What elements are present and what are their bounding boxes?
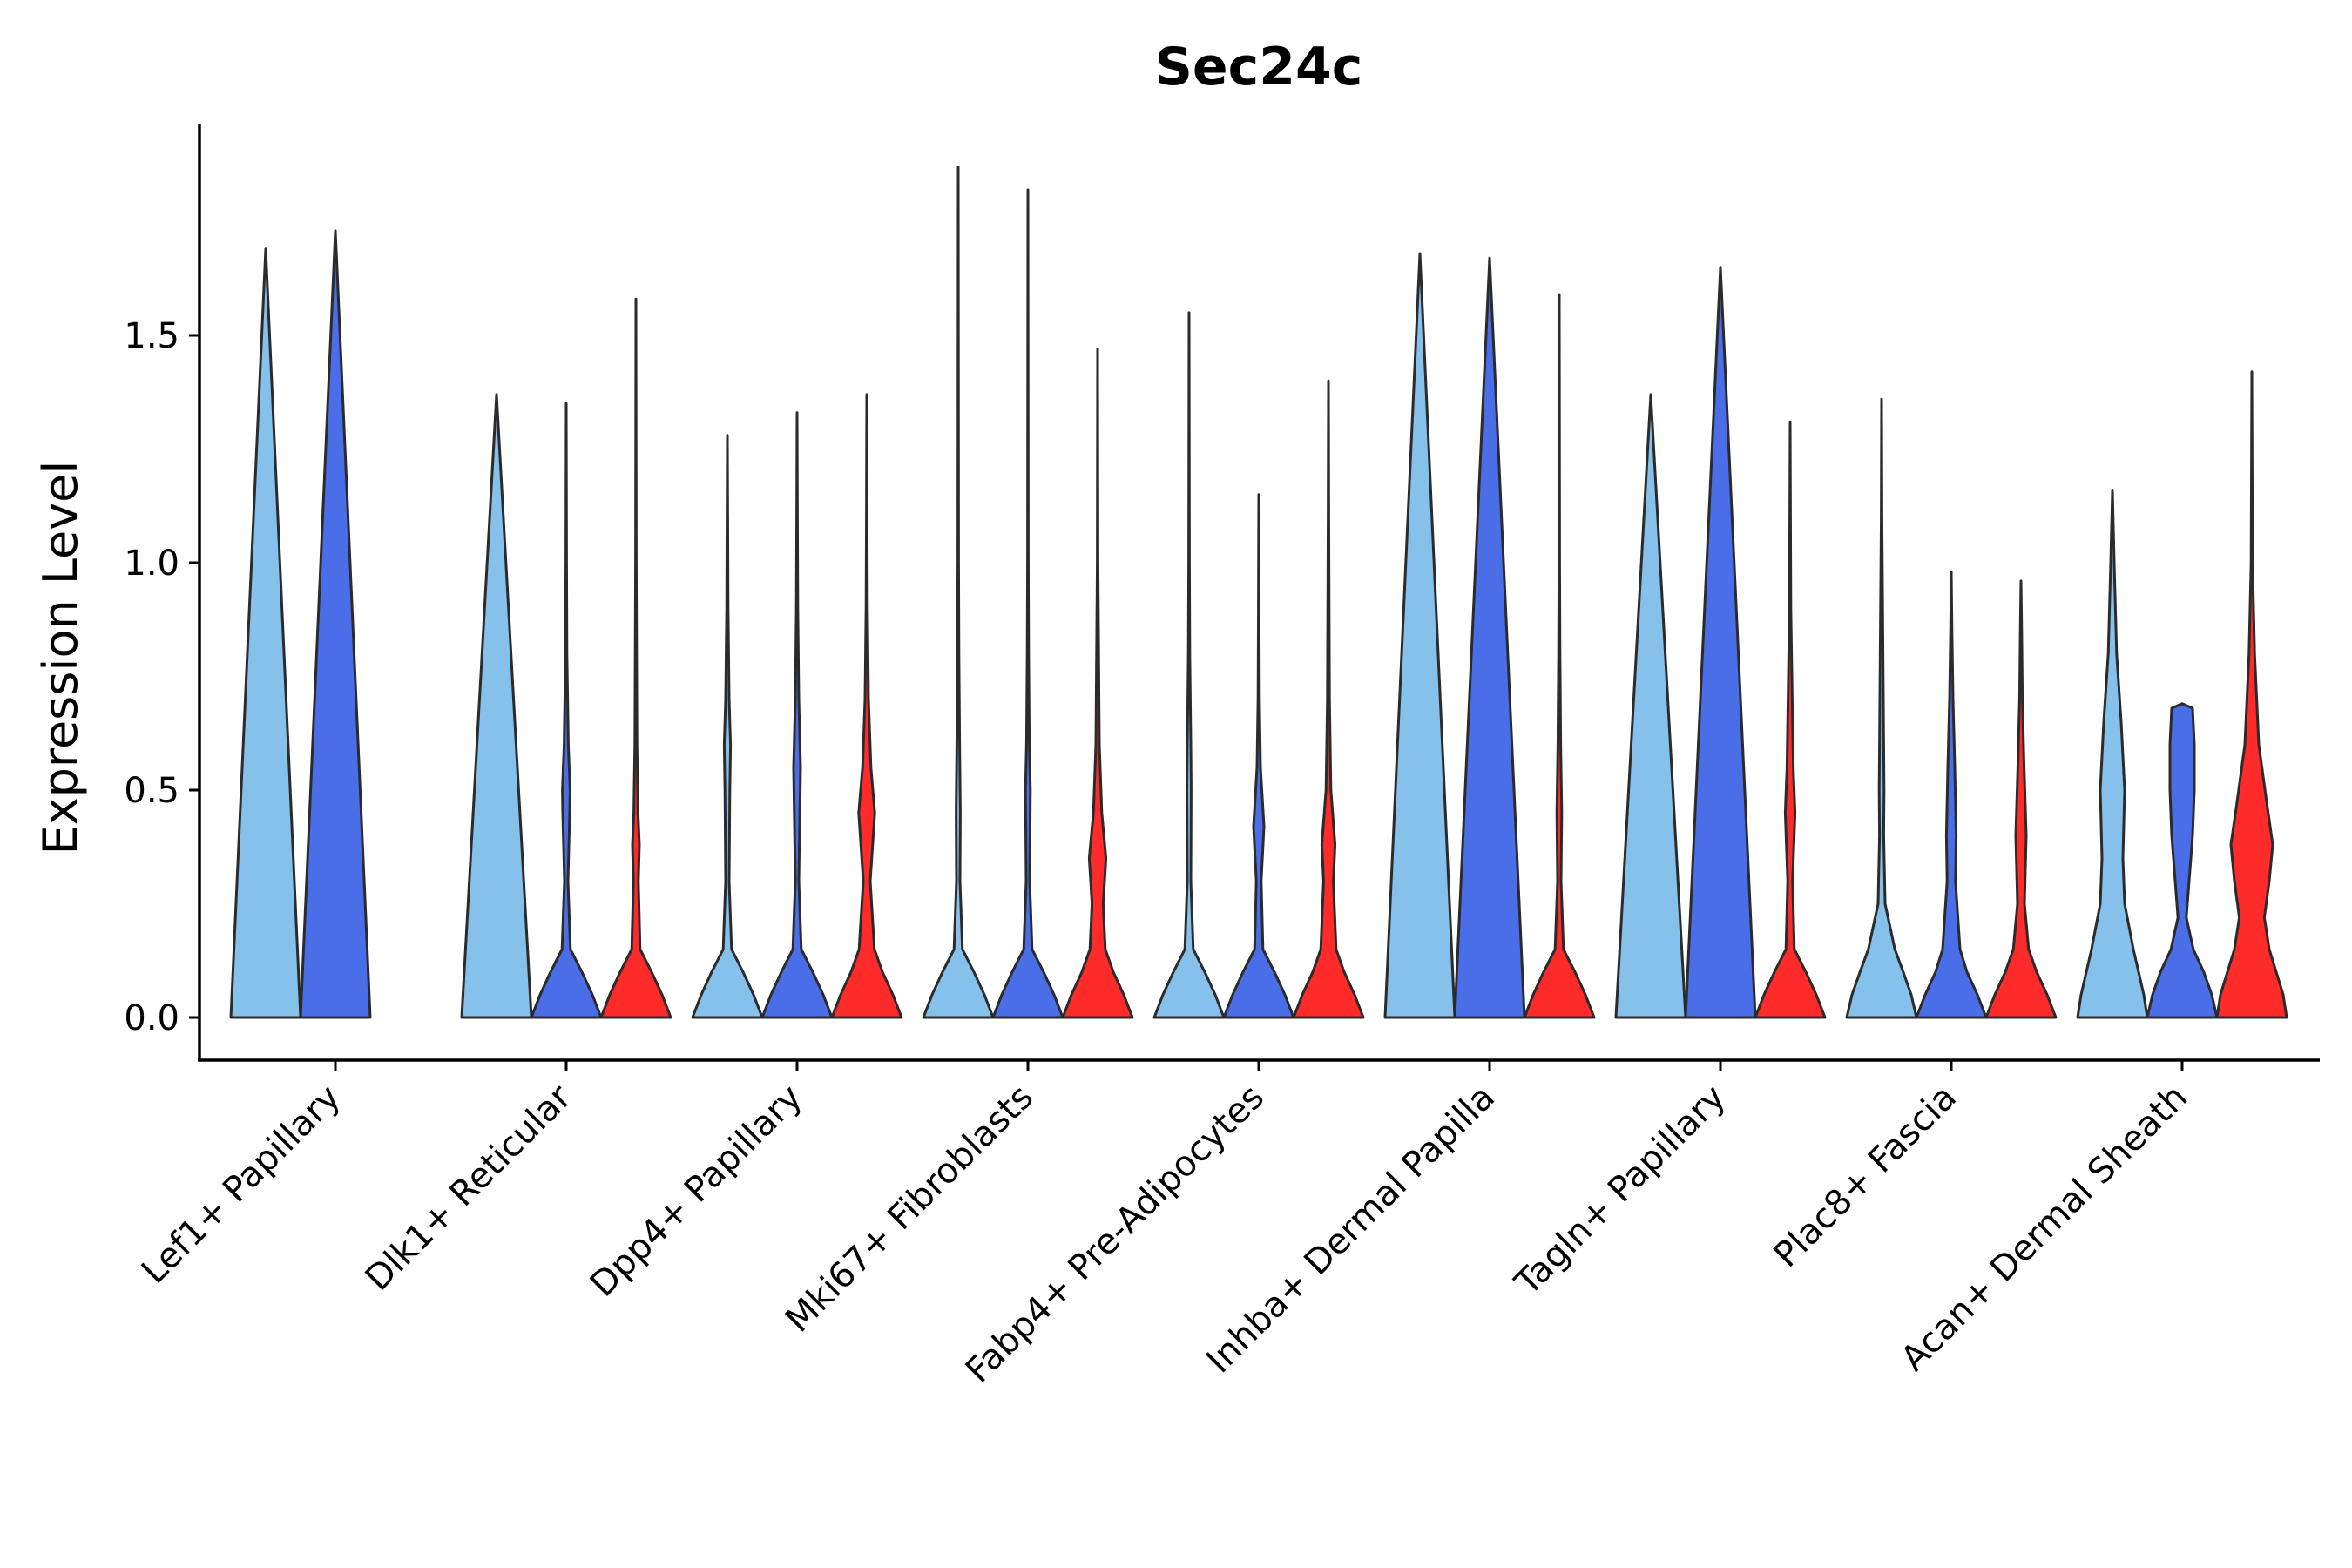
violin-2-group-2 xyxy=(530,402,603,1019)
violin-6-group-1 xyxy=(1383,252,1456,1019)
violin-6-group-2 xyxy=(1453,256,1526,1019)
violin-9-group-3 xyxy=(2215,370,2288,1019)
violin-5-group-1 xyxy=(1152,311,1226,1019)
y-tick-label: 0.5 xyxy=(124,771,179,811)
violin-8-group-2 xyxy=(1915,570,1988,1019)
violin-4-group-3 xyxy=(1061,348,1134,1019)
violin-5-group-3 xyxy=(1292,379,1365,1019)
violin-1-group-2 xyxy=(299,229,372,1019)
violin-9-group-2 xyxy=(2146,702,2219,1019)
y-tick-label: 1.0 xyxy=(124,544,179,584)
violin-layer xyxy=(229,166,2288,1019)
chart-title: Sec24c xyxy=(1155,37,1363,98)
violin-2-group-1 xyxy=(460,393,533,1019)
violin-3-group-3 xyxy=(830,393,903,1019)
violin-8-group-1 xyxy=(1845,397,1918,1019)
violin-4-group-2 xyxy=(991,188,1064,1019)
x-tick-label: Dpp4+ Papillary xyxy=(583,1078,810,1305)
violin-6-group-3 xyxy=(1523,293,1596,1019)
violin-3-group-2 xyxy=(760,411,834,1019)
violin-5-group-2 xyxy=(1222,493,1295,1019)
x-tick-label: Dlk1+ Reticular xyxy=(358,1077,580,1299)
y-axis-label: Expression Level xyxy=(33,461,88,855)
violin-1-group-1 xyxy=(229,247,302,1019)
x-tick-label: Tagln+ Papillary xyxy=(1507,1078,1734,1304)
violin-8-group-3 xyxy=(1984,579,2058,1019)
violin-7-group-2 xyxy=(1684,266,1757,1019)
violin-7-group-3 xyxy=(1754,420,1827,1019)
x-axis-ticks: Lef1+ Papillary Dlk1+ Reticular Dpp4+ Papi… xyxy=(134,1060,2195,1391)
y-tick-label: 0.0 xyxy=(124,998,179,1038)
y-axis-ticks: 0.0 0.5 1.0 1.5 xyxy=(124,316,199,1038)
x-tick-label: Mki67+ Fibroblasts xyxy=(778,1078,1041,1341)
violin-7-group-1 xyxy=(1614,393,1687,1019)
x-tick-label: Plac8+ Fascia xyxy=(1767,1078,1965,1276)
x-tick-label: Lef1+ Papillary xyxy=(134,1078,348,1292)
y-tick-label: 1.5 xyxy=(124,316,179,356)
violin-4-group-1 xyxy=(922,166,995,1019)
violin-2-group-3 xyxy=(599,297,672,1019)
violin-9-group-1 xyxy=(2076,489,2149,1019)
violin-3-group-1 xyxy=(691,434,764,1019)
